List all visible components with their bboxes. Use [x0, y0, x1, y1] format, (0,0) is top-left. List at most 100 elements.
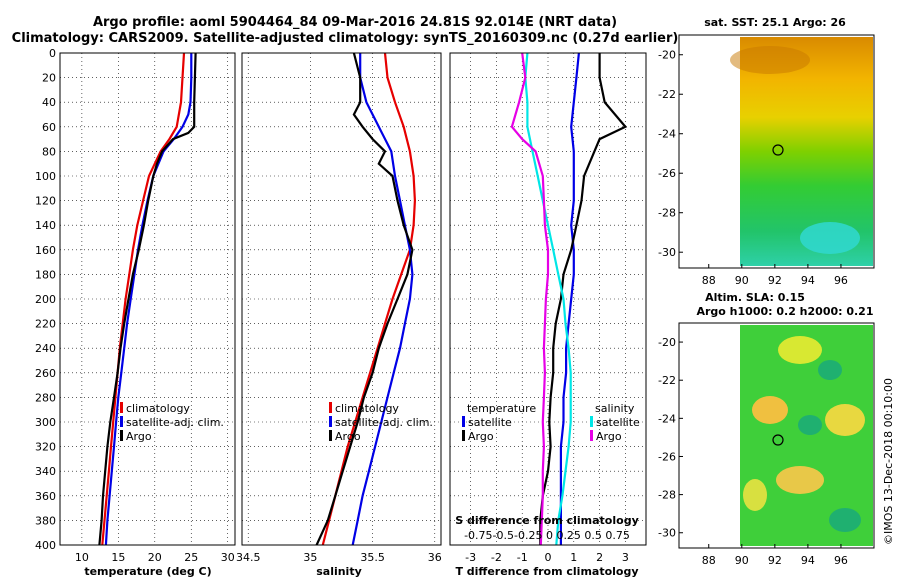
series-line-t-argo — [539, 53, 628, 545]
legend-swatch-t-satellite — [462, 416, 465, 427]
map-x-tick-label: 94 — [801, 274, 815, 287]
legend-label-argo: Argo — [126, 430, 152, 443]
x-tick-label: -1 — [517, 551, 528, 564]
map-x-tick-label: 96 — [834, 554, 848, 567]
series-line-climatology — [321, 52, 417, 546]
x-tick-label: 35 — [303, 551, 317, 564]
y-tick-label: 60 — [42, 121, 56, 134]
series-line-satellite-adj-clim- — [351, 53, 414, 546]
difference-xlabel: T difference from climatology — [455, 565, 638, 578]
legend-label-t-satellite: satellite — [468, 416, 512, 429]
sla-map-title-1: Altim. SLA: 0.15 — [705, 291, 805, 304]
legend-swatch-satellite — [329, 416, 332, 427]
y-tick-label: 160 — [35, 244, 56, 257]
x-tick-label: 3 — [622, 551, 629, 564]
sla-blob-2 — [752, 396, 788, 424]
sla-blob-6 — [818, 360, 842, 380]
difference-panel: -3 -2 -1 0 1 2 3 T difference from climatology… — [449, 52, 647, 578]
y-tick-label: 300 — [35, 416, 56, 429]
map-x-tick-label: 92 — [768, 274, 782, 287]
map-x-tick-label: 90 — [735, 554, 749, 567]
title-line-1: Argo profile: aoml 5904464_84 09-Mar-201… — [93, 15, 617, 30]
y-tick-label: 40 — [42, 96, 56, 109]
temperature-xlabel: temperature (deg C) — [84, 565, 211, 578]
legend-label-s-satellite: satellite — [596, 416, 640, 429]
salinity-xlabel: salinity — [316, 565, 362, 578]
legend-label-climatology: climatology — [335, 402, 399, 415]
legend-title-salinity: salinity — [595, 402, 635, 415]
y-tick-label: 20 — [42, 72, 56, 85]
x-tick-label: 15 — [111, 551, 125, 564]
sla-map: Altim. SLA: 0.15 Argo h1000: 0.2 h2000: … — [658, 291, 875, 567]
sst-warm-patch — [730, 46, 810, 74]
legend-swatch-climatology — [329, 402, 332, 413]
map-y-tick-label: -28 — [658, 489, 676, 502]
temperature-panel: 0 20 40 60 80 100 120 140 160 180 200 220 240 260 280 3… — [35, 47, 236, 578]
sst-map: sat. SST: 25.1 Argo: 26 88 90 92 94 96 -20 -22… — [658, 16, 875, 287]
map-y-tick-label: -20 — [658, 49, 676, 62]
legend-swatch-climatology — [120, 402, 123, 413]
map-y-tick-label: -22 — [658, 374, 676, 387]
sst-cool-patch — [800, 222, 860, 254]
y-tick-label: 320 — [35, 441, 56, 454]
x-tick-label: 35.5 — [360, 551, 385, 564]
y-tick-label: 260 — [35, 367, 56, 380]
series-line-s-satellite — [524, 52, 572, 546]
map-y-tick-label: -26 — [658, 450, 676, 463]
y-tick-label: 240 — [35, 342, 56, 355]
salinity-panel: 34.5 35 35.5 36 salinity climatology satell… — [236, 52, 442, 578]
difference-legend: temperature satellite Argo salinity sate… — [462, 402, 640, 443]
x-tick-label: 1 — [570, 551, 577, 564]
sla-blob-5 — [743, 479, 767, 511]
legend-swatch-satellite — [120, 416, 123, 427]
legend-label-argo: Argo — [335, 430, 361, 443]
s-difference-ticks: -0.75-0.5-0.25 0 0.25 0.5 0.75 — [464, 529, 630, 542]
y-tick-label: 400 — [35, 539, 56, 552]
legend-swatch-argo — [120, 430, 123, 441]
legend-swatch-argo — [329, 430, 332, 441]
y-tick-label: 380 — [35, 514, 56, 527]
series-line-argo — [98, 52, 197, 546]
y-tick-label: 200 — [35, 293, 56, 306]
x-tick-label: 2 — [596, 551, 603, 564]
salinity-frame — [241, 52, 442, 546]
series-line-s-argo — [510, 52, 550, 546]
map-y-tick-label: -26 — [658, 167, 676, 180]
sla-blob-1 — [778, 336, 822, 364]
series-line-argo — [315, 52, 414, 546]
map-y-tick-label: -30 — [658, 527, 676, 540]
legend-label-satellite: satellite-adj. clim. — [335, 416, 433, 429]
legend-swatch-t-argo — [462, 430, 465, 441]
legend-label-climatology: climatology — [126, 402, 190, 415]
x-tick-label: 36 — [428, 551, 442, 564]
legend-label-s-argo: Argo — [596, 430, 622, 443]
imos-credit: ©IMOS 13-Dec-2018 00:10:00 — [882, 378, 895, 545]
y-tick-label: 280 — [35, 391, 56, 404]
sst-argo-location-marker — [772, 144, 784, 156]
y-tick-label: 340 — [35, 465, 56, 478]
x-tick-label: 20 — [148, 551, 162, 564]
sla-blob-4 — [776, 466, 824, 494]
x-tick-label: 10 — [75, 551, 89, 564]
y-tick-label: 180 — [35, 268, 56, 281]
map-x-tick-label: 90 — [735, 274, 749, 287]
salinity-legend: climatology satellite-adj. clim. Argo — [329, 402, 433, 443]
legend-label-t-argo: Argo — [468, 430, 494, 443]
x-tick-label: 0 — [545, 551, 552, 564]
legend-swatch-s-argo — [590, 430, 593, 441]
sla-map-title-2: Argo h1000: 0.2 h2000: 0.21 — [696, 305, 873, 318]
sla-blob-7 — [798, 415, 822, 435]
legend-label-satellite: satellite-adj. clim. — [126, 416, 224, 429]
y-tick-label: 120 — [35, 195, 56, 208]
x-tick-label: -3 — [465, 551, 476, 564]
y-tick-label: 100 — [35, 170, 56, 183]
map-x-tick-label: 88 — [702, 274, 716, 287]
x-tick-label: 25 — [184, 551, 198, 564]
series-line-satellite-adj-clim- — [104, 53, 193, 546]
y-tick-label: 360 — [35, 490, 56, 503]
legend-title-temperature: temperature — [467, 402, 536, 415]
sst-map-title: sat. SST: 25.1 Argo: 26 — [704, 16, 846, 29]
temperature-frame — [59, 52, 236, 546]
series-line-climatology — [101, 52, 186, 546]
